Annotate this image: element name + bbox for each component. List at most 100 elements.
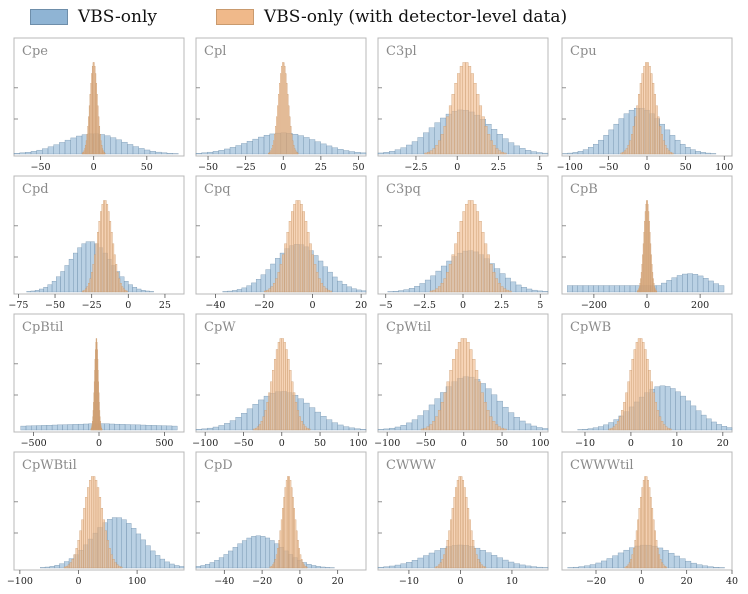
x-tick-label: −50: [45, 300, 65, 311]
bar-vbs-detector: [663, 565, 666, 569]
bar-vbs-detector: [478, 105, 483, 155]
bar-vbs-only: [587, 428, 594, 431]
bar-vbs-detector: [96, 487, 100, 569]
bar-vbs-only: [400, 147, 407, 155]
bar-vbs-only: [126, 523, 132, 569]
bar-vbs-detector: [621, 410, 624, 431]
panel-frame: [195, 451, 367, 571]
bar-vbs-only: [260, 274, 266, 293]
bar-vbs-detector: [306, 427, 309, 431]
panel-title: Cpd: [22, 182, 49, 197]
bar-vbs-detector: [474, 370, 479, 431]
bar-vbs-only: [171, 425, 178, 431]
panel-frame: [195, 313, 367, 433]
bar-vbs-only: [666, 280, 672, 293]
x-tick-label: −2.5: [404, 162, 427, 173]
bar-vbs-only: [398, 290, 404, 293]
bar-vbs-only: [377, 566, 384, 569]
bar-vbs-only: [51, 281, 57, 293]
bar-vbs-only: [705, 152, 711, 155]
bar-vbs-only: [360, 429, 367, 431]
bar-vbs-only: [127, 144, 134, 155]
bar-vbs-only: [314, 411, 321, 431]
bar-vbs-only: [64, 265, 70, 293]
bar-vbs-detector: [645, 62, 648, 155]
bar-vbs-only: [508, 142, 515, 155]
x-tick-label: 0: [628, 438, 634, 449]
bar-vbs-detector: [477, 381, 482, 431]
bar-vbs-only: [169, 563, 175, 569]
bar-vbs-only: [205, 564, 211, 569]
bar-vbs-only: [64, 139, 71, 155]
bar-vbs-only: [726, 427, 733, 431]
bar-vbs-detector: [625, 148, 628, 155]
bar-vbs-only: [57, 424, 63, 431]
bar-vbs-only: [383, 566, 390, 569]
bar-vbs-only: [121, 519, 127, 569]
bar-vbs-detector: [497, 283, 501, 293]
bar-vbs-detector: [635, 530, 638, 569]
x-tick-label: −20: [254, 300, 274, 311]
bar-vbs-detector: [660, 421, 664, 431]
bar-vbs-only: [577, 151, 584, 155]
bar-vbs-only: [232, 547, 238, 569]
bar-vbs-only: [718, 285, 725, 293]
bar-vbs-detector: [81, 519, 84, 569]
bar-vbs-only: [19, 152, 26, 155]
bar-vbs-detector: [612, 426, 616, 431]
x-tick-label: 50: [496, 438, 508, 449]
bar-vbs-only: [567, 285, 573, 293]
panel-frame: [377, 37, 549, 157]
bar-vbs-only: [53, 144, 60, 155]
bar-vbs-detector: [622, 151, 625, 155]
bar-vbs-detector: [494, 424, 499, 431]
bar-vbs-only: [212, 151, 219, 155]
bar-vbs-only: [128, 284, 133, 293]
bar-vbs-only: [42, 148, 49, 155]
bar-vbs-only: [68, 258, 74, 293]
bar-vbs-only: [675, 391, 681, 431]
bar-vbs-detector: [451, 94, 455, 155]
bar-vbs-only: [25, 425, 32, 431]
bar-vbs-only: [572, 285, 578, 293]
bar-vbs-only: [669, 135, 676, 155]
bar-vbs-detector: [650, 381, 653, 431]
bar-vbs-detector: [481, 232, 485, 293]
bar-vbs-detector: [304, 565, 307, 569]
bar-vbs-only: [104, 423, 110, 431]
bar-vbs-detector: [627, 381, 630, 431]
bar-vbs-only: [59, 142, 66, 155]
bar-vbs-detector: [630, 559, 632, 569]
bar-vbs-only: [255, 535, 261, 569]
x-tick-label: 100: [531, 438, 549, 449]
bar-vbs-only: [237, 543, 243, 569]
bar-vbs-detector: [665, 566, 668, 569]
bar-vbs-detector: [662, 564, 665, 569]
bar-vbs-only: [668, 552, 675, 569]
bar-vbs-only: [394, 564, 401, 569]
bar-vbs-detector: [653, 94, 656, 155]
x-tick-label: −100: [192, 438, 218, 449]
panel-cpl: −50 −25 0 25 50 Cpl: [195, 37, 367, 173]
bar-vbs-only: [56, 276, 61, 293]
bar-vbs-detector: [645, 476, 648, 569]
bar-vbs-detector: [482, 565, 485, 569]
bar-vbs-detector: [114, 562, 117, 569]
bar-vbs-detector: [625, 392, 628, 431]
bar-vbs-detector: [640, 497, 642, 569]
bar-vbs-detector: [641, 487, 644, 569]
bar-vbs-only: [70, 137, 77, 155]
bar-vbs-detector: [631, 134, 634, 155]
bar-vbs-detector: [503, 288, 507, 293]
bar-vbs-only: [406, 144, 413, 155]
bar-vbs-only: [674, 139, 681, 155]
bar-vbs-detector: [629, 140, 632, 155]
bar-vbs-detector: [629, 370, 632, 431]
bar-vbs-only: [140, 290, 146, 293]
x-tick-label: −75: [8, 300, 28, 311]
bar-vbs-only: [608, 285, 615, 293]
bar-vbs-only: [618, 118, 625, 155]
bar-vbs-only: [195, 429, 202, 431]
bar-vbs-only: [39, 288, 44, 293]
bar-vbs-detector: [420, 428, 425, 431]
